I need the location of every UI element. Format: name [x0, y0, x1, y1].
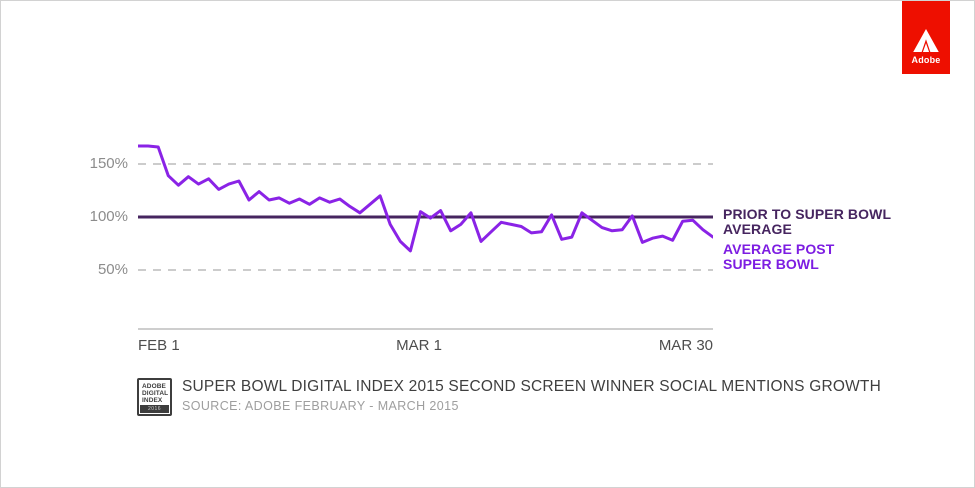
- series-label-line1: AVERAGE POST: [723, 241, 835, 257]
- adobe-logo-tab: Adobe: [902, 1, 950, 74]
- adobe-a-icon: [913, 29, 939, 52]
- adi-logo-text: ADOBE DIGITAL INDEX: [139, 380, 170, 404]
- adi-logo-band: 2016: [140, 405, 169, 413]
- adobe-digital-index-logo: ADOBE DIGITAL INDEX 2016: [137, 378, 172, 416]
- x-tick-mar30: MAR 30: [658, 337, 713, 354]
- series-label: AVERAGE POST SUPER BOWL: [723, 242, 933, 272]
- reference-line-label-line1: PRIOR TO SUPER BOWL: [723, 206, 892, 222]
- adi-logo-line1: ADOBE: [142, 383, 166, 390]
- reference-line-label-line2: AVERAGE: [723, 221, 792, 237]
- adobe-wordmark: Adobe: [911, 55, 941, 65]
- adi-logo-line3: INDEX: [142, 397, 163, 404]
- y-tick-50: 50%: [97, 261, 128, 278]
- y-tick-150: 150%: [89, 155, 128, 172]
- data-series-line: [138, 144, 713, 253]
- chart-svg: [138, 144, 713, 330]
- reference-line-label: PRIOR TO SUPER BOWL AVERAGE: [723, 207, 933, 237]
- chart-title: SUPER BOWL DIGITAL INDEX 2015 SECOND SCR…: [182, 378, 881, 395]
- chart-source: SOURCE: ADOBE FEBRUARY - MARCH 2015: [182, 399, 459, 413]
- y-tick-100: 100%: [89, 208, 128, 225]
- adi-logo-line2: DIGITAL: [142, 390, 169, 397]
- x-tick-mar1: MAR 1: [396, 337, 442, 354]
- series-label-line2: SUPER BOWL: [723, 256, 819, 272]
- x-tick-feb1: FEB 1: [138, 337, 180, 354]
